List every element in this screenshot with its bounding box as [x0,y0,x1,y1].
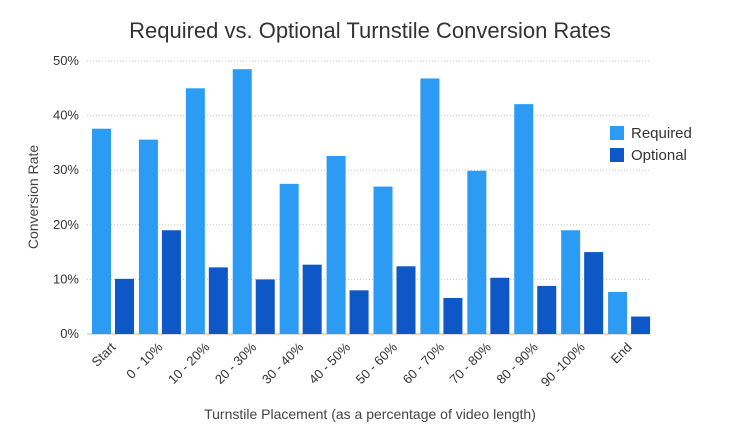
bar-required: End Required: 7.7% [608,291,628,334]
bar-optional: 60 - 70% Optional: 6.6% [443,297,463,334]
legend-swatch-optional [610,148,624,162]
bar-required: 10 - 20% Required: 45% [185,88,205,334]
bar-optional: 10 - 20% Optional: 12.2% [208,267,228,334]
bar-required: 30 - 40% Required: 27.5% [279,183,299,334]
bars-layer: Start Required: 37.6%Start Optional: 10.… [92,69,651,334]
bar-optional: 70 - 80% Optional: 10.3% [490,277,510,334]
y-axis-label: Conversion Rate [25,145,41,249]
y-tick-label: 0% [60,326,79,341]
bar-optional: 0 - 10% Optional: 19% [161,230,181,334]
y-tick-label: 10% [53,271,79,286]
y-tick-label: 20% [53,217,79,232]
bar-required: 50 - 60% Required: 27% [373,186,393,334]
x-tick-label: 0 - 10% [123,339,166,382]
bar-optional: 80 - 90% Optional: 8.8% [537,285,557,334]
x-tick-label: 80 - 90% [493,339,541,387]
bar-optional: 50 - 60% Optional: 12.4% [396,266,416,334]
x-tick-label: 60 - 70% [400,339,448,387]
bar-required: 20 - 30% Required: 48.5% [232,69,252,334]
y-tick-label: 50% [53,53,79,68]
x-tick-label: 90 -100% [538,339,588,389]
legend: Required Optional [610,125,692,164]
bar-optional: End Optional: 3.2% [631,316,651,334]
bar-required: 60 - 70% Required: 46.8% [420,78,440,334]
x-axis-ticks: Start 0 - 10% 10 - 20% 20 - 30% 30 - 40% 40 -… [89,339,635,389]
x-tick-label: End [608,340,635,367]
bar-optional: 40 - 50% Optional: 8% [349,290,369,334]
bar-required: 0 - 10% Required: 35.6% [138,139,158,334]
bar-required: 70 - 80% Required: 29.9% [467,170,487,334]
x-tick-label: 20 - 30% [212,339,260,387]
x-tick-label: 50 - 60% [353,339,401,387]
x-tick-label: 10 - 20% [165,339,213,387]
chart-title: Required vs. Optional Turnstile Conversi… [129,18,611,43]
legend-label-optional: Optional [631,147,687,164]
x-tick-label: 30 - 40% [259,339,307,387]
bar-optional: Start Optional: 10.1% [115,278,134,334]
legend-swatch-required [610,126,624,140]
y-axis-ticks: 0% 10% 20% 30% 40% 50% [53,53,79,341]
y-tick-label: 40% [53,108,79,123]
bar-optional: 20 - 30% Optional: 10% [255,279,275,334]
bar-required: Start Required: 37.6% [92,128,111,334]
bar-required: 90 -100% Required: 19% [561,230,581,334]
bar-optional: 90 -100% Optional: 15% [584,252,604,334]
y-tick-label: 30% [53,162,79,177]
x-tick-label: Start [89,339,119,369]
x-axis-label: Turnstile Placement (as a percentage of … [204,406,536,422]
x-tick-label: 70 - 80% [447,339,495,387]
bar-required: 80 - 90% Required: 42.1% [514,104,534,334]
legend-label-required: Required [631,125,692,142]
bar-required: 40 - 50% Required: 32.6% [326,156,346,334]
x-tick-label: 40 - 50% [306,339,354,387]
bar-optional: 30 - 40% Optional: 12.7% [302,264,322,334]
